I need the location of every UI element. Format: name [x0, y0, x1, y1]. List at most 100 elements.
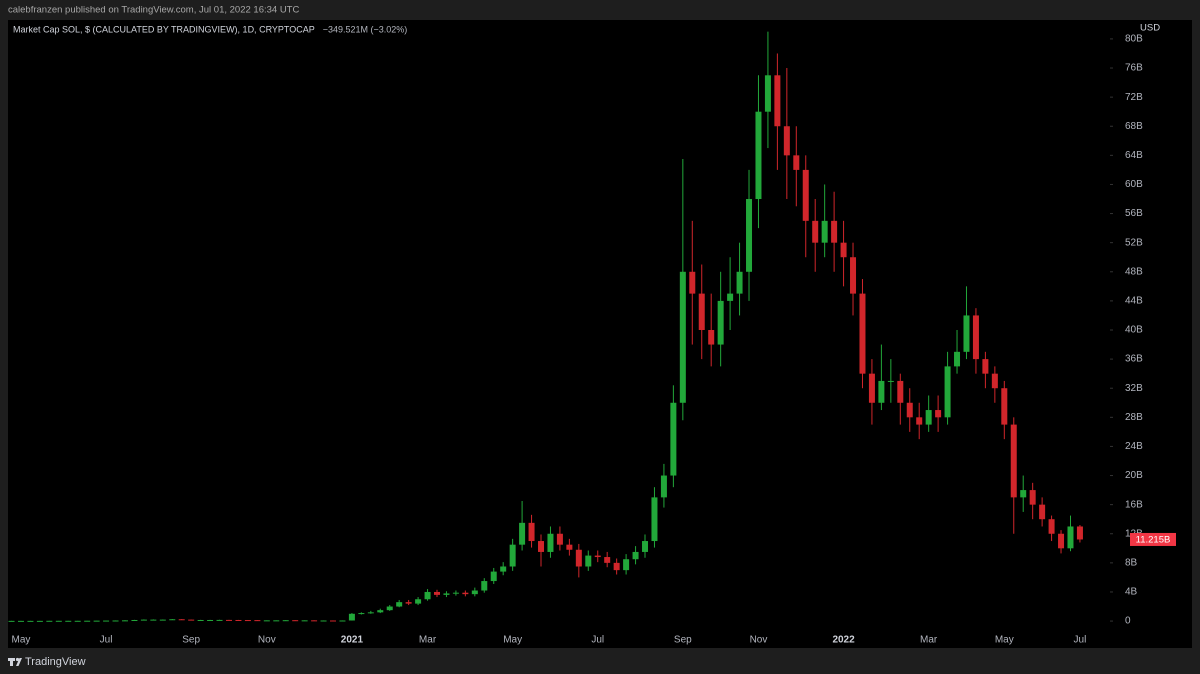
candle-body — [471, 590, 478, 595]
x-tick-label: May — [12, 635, 31, 646]
chart-background — [8, 20, 1192, 648]
x-tick-label: Jul — [591, 635, 604, 646]
candle-body — [708, 329, 715, 345]
y-tick-label: 56B — [1125, 208, 1143, 219]
candle-body — [140, 619, 147, 621]
candle-body — [367, 612, 374, 614]
candle-body — [764, 75, 771, 112]
candle-body — [462, 592, 469, 595]
x-tick-label: Nov — [258, 635, 276, 646]
candle-body — [632, 551, 639, 560]
candle-body — [84, 620, 91, 622]
candle-body — [282, 620, 289, 622]
candle-body — [17, 620, 24, 622]
candle-body — [670, 402, 677, 476]
candle-body — [878, 380, 885, 403]
candle-body — [859, 293, 866, 374]
candle-body — [538, 541, 545, 552]
candle-body — [225, 619, 232, 621]
candle-body — [386, 606, 393, 611]
candle-body — [613, 562, 620, 571]
candle-body — [131, 619, 138, 621]
candle-body — [358, 613, 365, 615]
candle-body — [954, 351, 961, 367]
candle-body — [424, 591, 431, 600]
candle-body — [65, 620, 72, 622]
candle-body — [1001, 388, 1008, 425]
candle-body — [197, 619, 204, 621]
candle-body — [1076, 526, 1083, 540]
y-tick-label: 40B — [1125, 325, 1143, 336]
y-tick-label: 76B — [1125, 63, 1143, 74]
candle-body — [651, 497, 658, 542]
candle-body — [93, 620, 100, 622]
candle-body — [1058, 533, 1065, 549]
candle-body — [594, 555, 601, 558]
candle-body — [159, 619, 166, 621]
x-tick-label: 2022 — [832, 635, 855, 646]
candle-body — [1039, 504, 1046, 520]
candle-body — [547, 533, 554, 552]
candle-body — [821, 220, 828, 243]
candle-body — [1010, 424, 1017, 498]
candle-body — [339, 620, 346, 622]
candle-body — [301, 620, 308, 622]
candle-body — [717, 300, 724, 345]
last-price-box — [1130, 532, 1176, 546]
candle-body — [320, 620, 327, 622]
candle-body — [868, 373, 875, 403]
candle-body — [121, 620, 128, 622]
x-tick-label: Sep — [674, 635, 692, 646]
candle-body — [972, 315, 979, 360]
candle-body — [292, 620, 299, 622]
candle-body — [103, 620, 110, 622]
candle-body — [452, 592, 459, 594]
candle-body — [802, 169, 809, 221]
candle-body — [443, 593, 450, 595]
candle-body — [623, 559, 630, 571]
candle-body — [188, 619, 195, 621]
candle-body — [74, 620, 81, 622]
y-tick-label: 20B — [1125, 470, 1143, 481]
footer-logo — [8, 657, 22, 666]
candle-body — [405, 602, 412, 604]
x-tick-label: 2021 — [341, 635, 364, 646]
y-tick-label: 4B — [1125, 587, 1138, 598]
candle-body — [566, 544, 573, 550]
candle-body — [509, 544, 516, 567]
candle-body — [235, 619, 242, 621]
candle-body — [311, 620, 318, 622]
candle-body — [254, 620, 261, 622]
x-tick-label: May — [995, 635, 1014, 646]
candle-body — [575, 549, 582, 567]
x-tick-label: Mar — [920, 635, 938, 646]
x-tick-label: Mar — [419, 635, 437, 646]
y-tick-label: 64B — [1125, 150, 1143, 161]
candle-body — [1029, 490, 1036, 505]
candle-body — [887, 380, 894, 382]
currency-label: USD — [1140, 23, 1160, 34]
candle-body — [982, 359, 989, 374]
candle-body — [377, 610, 384, 613]
candle-body — [746, 199, 753, 272]
candle-body — [679, 271, 686, 403]
candle-body — [897, 380, 904, 403]
candle-body — [500, 566, 507, 572]
candle-body — [755, 111, 762, 200]
candle-body — [736, 271, 743, 294]
candle-body — [55, 620, 62, 622]
y-tick-label: 24B — [1125, 441, 1143, 452]
y-tick-label: 60B — [1125, 179, 1143, 190]
candle-body — [519, 522, 526, 545]
candle-body — [585, 555, 592, 567]
y-tick-label: 0 — [1125, 616, 1131, 627]
candle-body — [944, 366, 951, 418]
footer-brand: TradingView — [25, 656, 86, 668]
candle-body — [916, 417, 923, 425]
candle-body — [991, 373, 998, 389]
y-tick-label: 8B — [1125, 558, 1138, 569]
candle-body — [906, 402, 913, 418]
candle-body — [831, 220, 838, 243]
y-tick-label: 36B — [1125, 354, 1143, 365]
